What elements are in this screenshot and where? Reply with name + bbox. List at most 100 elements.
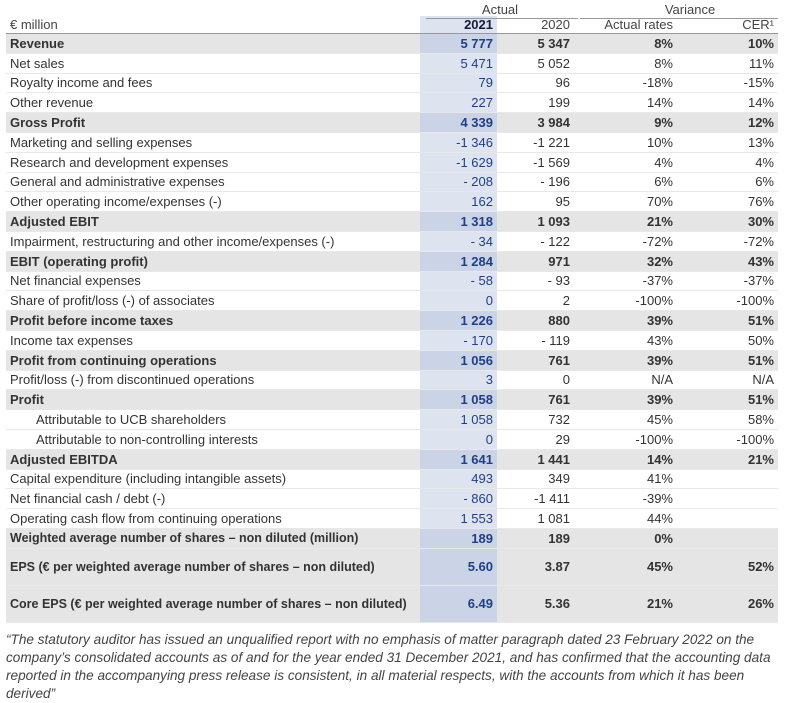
variance-cer xyxy=(677,528,778,549)
row-label: Operating cash flow from continuing oper… xyxy=(6,508,420,529)
value-2020: 761 xyxy=(497,389,574,411)
table-row: Other revenue 227 199 14% 14% xyxy=(6,92,778,114)
variance-actual-rates: -100% xyxy=(574,290,677,312)
unit-header: € million xyxy=(6,16,420,34)
value-2021: 1 226 xyxy=(420,310,497,331)
value-2020: 971 xyxy=(497,251,574,272)
cer-header: CER¹ xyxy=(677,16,778,34)
financial-table: € million 2021 2020 Actual rates CER¹ Re… xyxy=(6,16,778,623)
value-2021: 4 339 xyxy=(420,112,497,133)
value-2021: 189 xyxy=(420,528,497,549)
value-2020: -1 569 xyxy=(497,152,574,173)
row-label: Profit before income taxes xyxy=(6,310,420,331)
actual-divider xyxy=(426,18,578,19)
table-row: Profit 1 058 761 39% 51% xyxy=(6,389,778,411)
variance-cer: 14% xyxy=(677,92,778,114)
row-label: Other operating income/expenses (-) xyxy=(6,191,420,213)
row-label: Core EPS (€ per weighted average number … xyxy=(6,585,420,623)
value-2021: 227 xyxy=(420,92,497,114)
variance-actual-rates: 39% xyxy=(574,310,677,331)
table-row: Net financial expenses - 58- 93 -37% -37% xyxy=(6,271,778,292)
row-label: Attributable to non-controlling interest… xyxy=(6,429,420,450)
value-2021: 1 058 xyxy=(420,409,497,430)
value-2020: - 122 xyxy=(497,231,574,252)
row-label: Profit xyxy=(6,389,420,411)
value-2021: 0 xyxy=(420,290,497,312)
row-label: Adjusted EBIT xyxy=(6,211,420,232)
variance-cer: -100% xyxy=(677,429,778,450)
table-row: Royalty income and fees 79 96 -18% -15% xyxy=(6,73,778,94)
variance-cer: N/A xyxy=(677,370,778,391)
actual-rates-header: Actual rates xyxy=(574,16,677,34)
auditor-footnote: “The statutory auditor has issued an unq… xyxy=(6,631,771,701)
variance-actual-rates: 21% xyxy=(574,585,677,623)
value-2020: 5 347 xyxy=(497,33,574,54)
table-row: Attributable to non-controlling interest… xyxy=(6,429,778,450)
variance-actual-rates: -72% xyxy=(574,231,677,252)
row-label: Profit from continuing operations xyxy=(6,350,420,371)
value-2021: 0 xyxy=(420,429,497,450)
variance-actual-rates: 14% xyxy=(574,92,677,114)
variance-cer: 52% xyxy=(677,548,778,586)
value-2021: 3 xyxy=(420,370,497,391)
value-2021: - 58 xyxy=(420,271,497,292)
value-2021: - 34 xyxy=(420,231,497,252)
variance-cer: 13% xyxy=(677,132,778,153)
column-group-header: Actual Variance xyxy=(6,0,800,19)
value-2021: 1 318 xyxy=(420,211,497,232)
row-label: Net financial cash / debt (-) xyxy=(6,488,420,510)
value-2020: -1 411 xyxy=(497,488,574,510)
variance-actual-rates: 39% xyxy=(574,350,677,371)
value-2020: -1 221 xyxy=(497,132,574,153)
value-2021: 5 777 xyxy=(420,33,497,54)
variance-actual-rates: -39% xyxy=(574,488,677,510)
table-row: Profit before income taxes 1 226 880 39% 51% xyxy=(6,310,778,331)
variance-actual-rates: 70% xyxy=(574,191,677,213)
table-row: Revenue 5 777 5 347 8% 10% xyxy=(6,33,778,54)
row-label: Income tax expenses xyxy=(6,330,420,351)
value-2021: 1 641 xyxy=(420,449,497,470)
variance-actual-rates: 10% xyxy=(574,132,677,153)
value-2020: 3.87 xyxy=(497,548,574,586)
row-label: Capital expenditure (including intangibl… xyxy=(6,469,420,490)
row-label: General and administrative expenses xyxy=(6,172,420,193)
table-row: EBIT (operating profit) 1 284 971 32% 43% xyxy=(6,251,778,272)
value-2020: 880 xyxy=(497,310,574,331)
table-row: Impairment, restructuring and other inco… xyxy=(6,231,778,252)
variance-cer: -100% xyxy=(677,290,778,312)
row-label: Adjusted EBITDA xyxy=(6,449,420,470)
variance-cer: 58% xyxy=(677,409,778,430)
variance-actual-rates: 0% xyxy=(574,528,677,549)
value-2020: 1 081 xyxy=(497,508,574,529)
row-label: Impairment, restructuring and other inco… xyxy=(6,231,420,252)
row-label: EPS (€ per weighted average number of sh… xyxy=(6,548,420,586)
variance-cer: 12% xyxy=(677,112,778,133)
table-row: Other operating income/expenses (-) 162 95… xyxy=(6,191,778,213)
value-2021: 162 xyxy=(420,191,497,213)
value-2021: -1 346 xyxy=(420,132,497,153)
value-2021: 6.49 xyxy=(420,585,497,623)
value-2020: - 196 xyxy=(497,172,574,193)
value-2020: 5 052 xyxy=(497,53,574,74)
variance-cer: 10% xyxy=(677,33,778,54)
variance-cer: 51% xyxy=(677,310,778,331)
variance-cer: 26% xyxy=(677,585,778,623)
value-2021: 493 xyxy=(420,469,497,490)
row-label: Net financial expenses xyxy=(6,271,420,292)
value-2020: 0 xyxy=(497,370,574,391)
value-2021: 5.60 xyxy=(420,548,497,586)
variance-cer: 51% xyxy=(677,350,778,371)
variance-cer: -37% xyxy=(677,271,778,292)
variance-divider xyxy=(580,18,778,19)
row-label: Net sales xyxy=(6,53,420,74)
variance-cer: 43% xyxy=(677,251,778,272)
row-label: Other revenue xyxy=(6,92,420,114)
variance-cer: 30% xyxy=(677,211,778,232)
table-row: Weighted average number of shares – non … xyxy=(6,528,778,549)
table-row: General and administrative expenses - 208… xyxy=(6,172,778,193)
value-2020: 95 xyxy=(497,191,574,213)
variance-cer: 6% xyxy=(677,172,778,193)
value-2020: 96 xyxy=(497,73,574,94)
table-row: Profit from continuing operations 1 056 76… xyxy=(6,350,778,371)
